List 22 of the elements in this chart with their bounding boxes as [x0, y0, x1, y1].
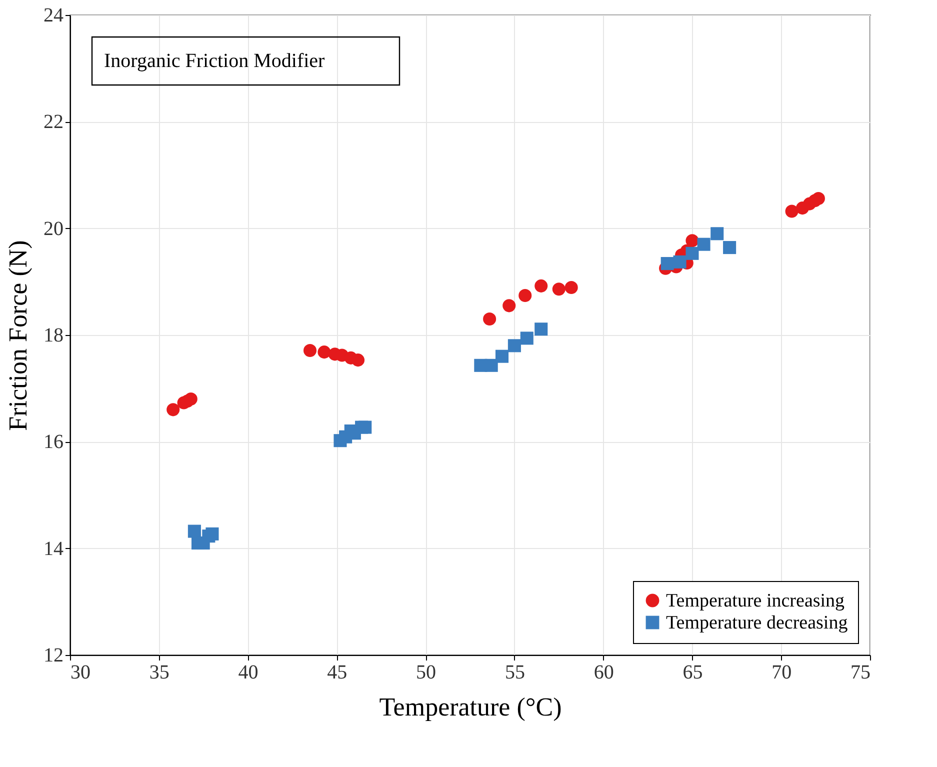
x-tick-label: 65 [682, 662, 703, 684]
legend-label: Temperature increasing [666, 590, 846, 612]
x-tick-label: 40 [238, 662, 258, 684]
x-tick-label: 60 [594, 662, 614, 684]
annotation: Inorganic Friction Modifier [104, 50, 326, 72]
x-tick-label: 70 [772, 662, 792, 684]
x-tick-label: 45 [327, 662, 348, 684]
x-axis-title: Temperature (°C) [379, 692, 562, 722]
x-tick-label: 55 [504, 662, 525, 684]
legend-label: Temperature decreasing [666, 612, 848, 634]
x-tick-label: 75 [850, 662, 870, 684]
y-tick-label: 14 [44, 538, 64, 560]
y-axis-title: Friction Force (N) [4, 240, 32, 431]
x-tick-label: 30 [70, 662, 90, 684]
y-tick-label: 12 [44, 644, 64, 666]
y-tick-label: 18 [44, 324, 64, 346]
x-tick-label: 35 [149, 662, 170, 684]
x-tick-label: 50 [416, 662, 436, 684]
y-tick-label: 22 [44, 111, 64, 134]
y-tick-label: 24 [44, 4, 64, 26]
y-tick-label: 20 [44, 218, 64, 240]
y-tick-label: 16 [44, 431, 64, 454]
